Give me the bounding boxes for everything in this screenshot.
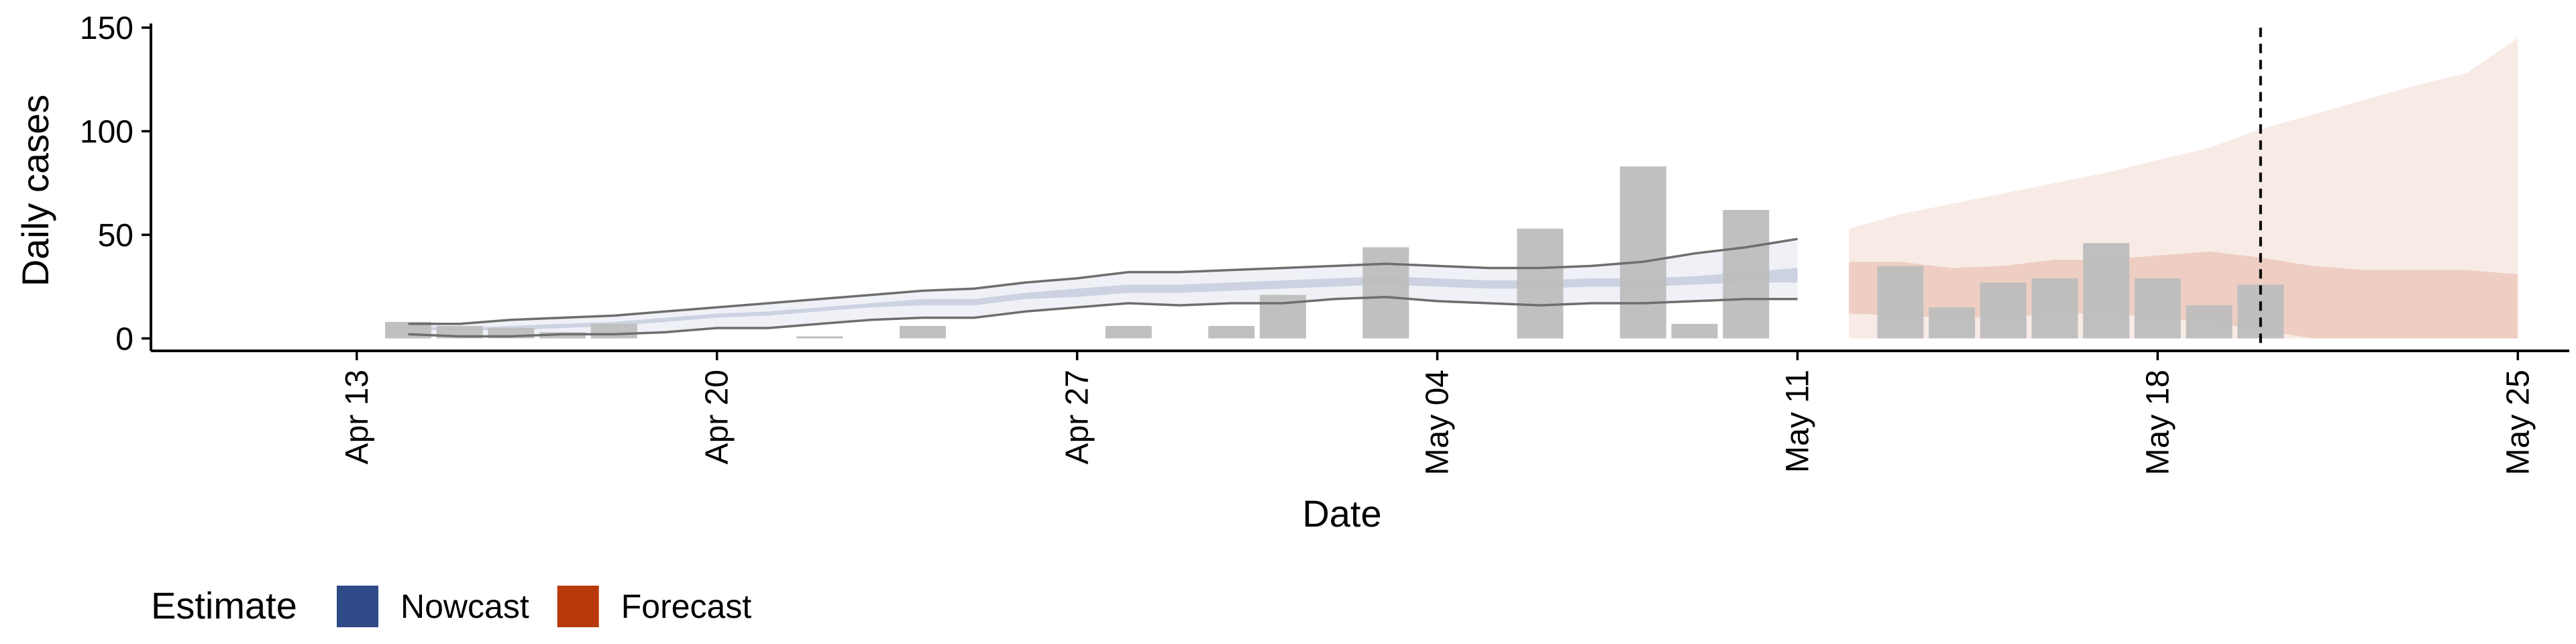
case-bar-2020-05-06	[1517, 228, 1564, 339]
y-tick-label-50: 50	[98, 218, 133, 254]
legend-label-nowcast: Nowcast	[400, 588, 529, 625]
case-bar-2020-05-08	[1619, 166, 1666, 339]
case-bar-2020-04-24	[900, 325, 946, 339]
x-axis-title: Date	[1302, 492, 1381, 535]
legend: Estimate Nowcast Forecast	[151, 584, 751, 627]
case-bar-2020-04-18	[590, 323, 637, 339]
nowcast-inner-band	[408, 268, 1798, 331]
case-bar-2020-05-16	[2031, 278, 2078, 339]
case-bar-2020-05-18	[2134, 278, 2181, 339]
nowcast-outer-band	[408, 239, 1798, 337]
case-bar-2020-04-22	[796, 336, 843, 339]
y-tick-label-0: 0	[115, 321, 133, 357]
x-tick-label-2020-05-04: May 04	[1420, 370, 1456, 475]
case-bar-2020-04-30	[1208, 325, 1255, 339]
x-tick-label-2020-05-18: May 18	[2140, 370, 2176, 475]
case-bar-2020-05-13	[1877, 266, 1924, 339]
y-tick-label-100: 100	[80, 115, 133, 150]
estimate-bands	[408, 38, 2518, 339]
legend-label-forecast: Forecast	[621, 588, 752, 625]
case-bar-2020-04-28	[1105, 325, 1152, 339]
case-bar-2020-05-15	[1980, 282, 2027, 339]
case-bar-2020-05-03	[1362, 247, 1409, 339]
x-tick-label-2020-04-20: Apr 20	[700, 370, 735, 464]
x-tick-label-2020-05-11: May 11	[1780, 370, 1816, 473]
y-tick-label-150: 150	[80, 11, 133, 46]
legend-swatch-nowcast	[337, 586, 378, 627]
case-bar-2020-05-17	[2083, 243, 2130, 339]
x-tick-label-2020-05-25: May 25	[2500, 370, 2536, 475]
case-bar-2020-05-09	[1671, 323, 1718, 339]
legend-swatch-forecast	[557, 586, 599, 627]
forecast-outer-band	[1849, 38, 2518, 339]
y-axis-title: Daily cases	[14, 95, 56, 286]
legend-title: Estimate	[151, 584, 297, 627]
x-tick-label-2020-04-13: Apr 13	[339, 370, 375, 464]
case-bar-2020-05-14	[1929, 307, 1976, 339]
nowcast-envelope-lines	[408, 237, 1798, 338]
axes: 0 50 100 150 Apr 13 Apr 20 Apr 27 May 04 May 11 M…	[14, 11, 2569, 535]
nowcast-upper-line	[408, 237, 1798, 325]
x-tick-label-2020-04-27: Apr 27	[1060, 370, 1095, 464]
nowcast-lower-line	[408, 295, 1798, 338]
case-bar-2020-05-10	[1723, 210, 1770, 339]
case-bar-2020-05-19	[2186, 305, 2233, 339]
